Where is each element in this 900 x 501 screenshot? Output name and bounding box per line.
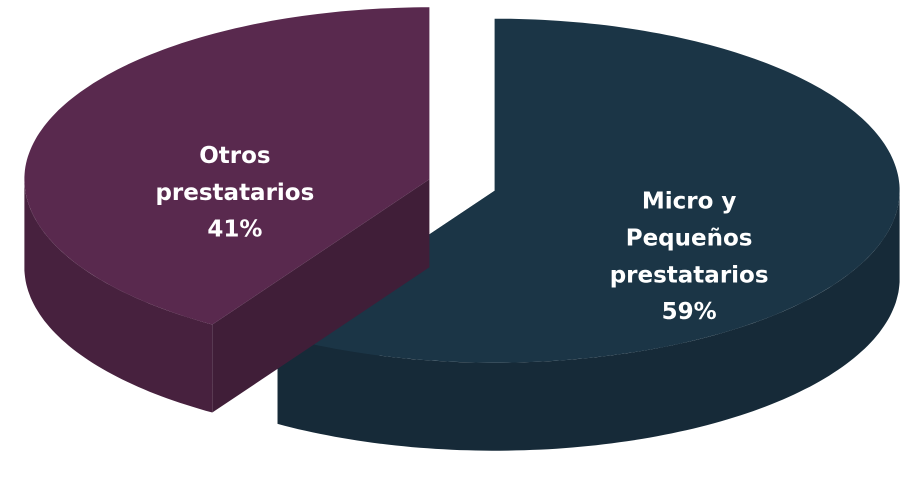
slice (24, 7, 430, 413)
slice-side (277, 190, 900, 451)
label-line: Micro y (642, 188, 737, 214)
slice-cut-face (212, 179, 430, 413)
slice (24, 7, 430, 325)
slice-side (24, 179, 213, 413)
label-line: Pequeños (626, 225, 753, 251)
slice-label: Otros prestatarios (155, 142, 314, 205)
value-label: 41% (207, 216, 262, 242)
label-line: prestatarios (155, 179, 314, 205)
label-line: Otros (199, 142, 270, 168)
label-line: prestatarios (610, 262, 769, 288)
value-label: 59% (662, 299, 717, 325)
slice (277, 18, 900, 451)
slice (277, 18, 900, 363)
slice-label: Micro y Pequeños prestatarios (610, 188, 769, 288)
